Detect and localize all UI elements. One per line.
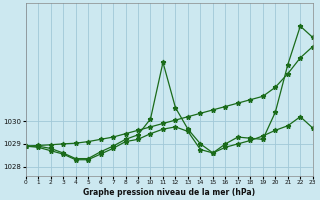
X-axis label: Graphe pression niveau de la mer (hPa): Graphe pression niveau de la mer (hPa): [83, 188, 255, 197]
